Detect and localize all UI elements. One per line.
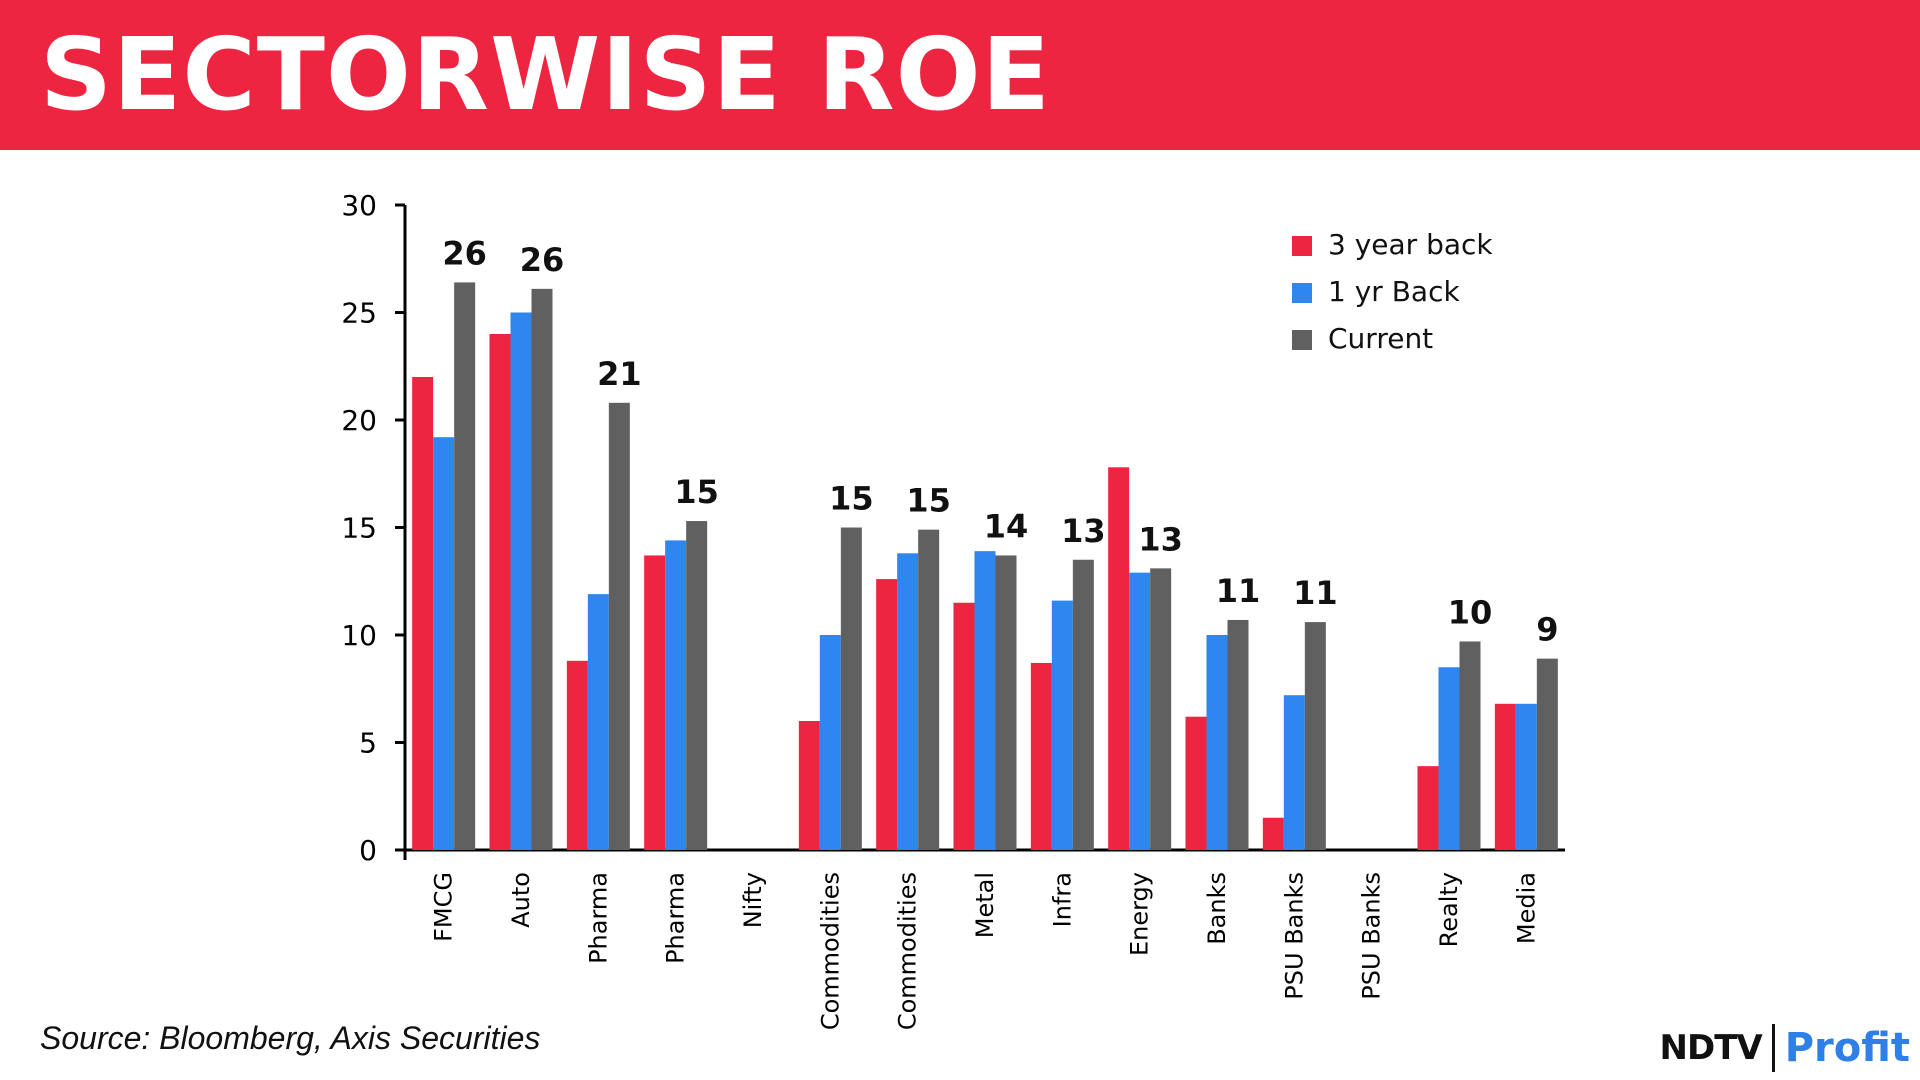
bar-current (1072, 559, 1094, 850)
legend-swatch (1292, 236, 1312, 256)
data-label: 15 (906, 482, 951, 520)
bar-current (686, 521, 708, 850)
data-label: 15 (829, 480, 874, 518)
data-label: 11 (1293, 574, 1338, 612)
data-label: 26 (520, 241, 565, 279)
bar-3-year-back (1185, 716, 1207, 850)
bar-1-yr-back (587, 594, 609, 850)
y-tick-label: 15 (341, 512, 377, 545)
legend-label: Current (1328, 322, 1433, 355)
page-title: SECTORWISE ROE (40, 16, 1051, 133)
bar-current (608, 402, 630, 850)
bar-1-yr-back (433, 437, 455, 850)
bar-3-year-back (953, 602, 975, 850)
y-tick-label: 0 (359, 834, 377, 867)
header-bar: SECTORWISE ROE (0, 0, 1920, 150)
x-tick-label: Media (1512, 872, 1540, 944)
bar-1-yr-back (819, 635, 841, 850)
y-tick-label: 30 (341, 189, 377, 222)
bar-current (918, 529, 940, 850)
bar-3-year-back (876, 579, 898, 850)
y-tick-label: 5 (359, 727, 377, 760)
data-label: 26 (442, 234, 487, 272)
x-tick-label: Nifty (739, 872, 767, 928)
x-tick-label: FMCG (430, 872, 458, 942)
bar-3-year-back (412, 377, 434, 850)
x-tick-label: Metal (971, 872, 999, 938)
bar-3-year-back (1262, 817, 1284, 850)
x-tick-label: Infra (1048, 872, 1076, 927)
x-tick-label: PSU Banks (1358, 872, 1386, 1000)
bar-current (1227, 619, 1249, 850)
y-tick-label: 20 (341, 404, 377, 437)
legend-label: 1 yr Back (1328, 275, 1460, 308)
bar-current (1536, 658, 1558, 850)
bar-current (454, 282, 476, 850)
bar-1-yr-back (510, 312, 532, 850)
brand-logo: NDTV Profit (1660, 1018, 1910, 1078)
bar-current (1459, 641, 1481, 850)
bar-1-yr-back (1051, 600, 1073, 850)
bar-1-yr-back (1283, 695, 1305, 850)
brand-profit: Profit (1784, 1025, 1910, 1071)
data-label: 9 (1536, 611, 1558, 649)
bar-1-yr-back (974, 551, 996, 850)
x-tick-label: Banks (1203, 872, 1231, 945)
bar-3-year-back (1108, 467, 1130, 850)
legend-swatch (1292, 283, 1312, 303)
data-label: 10 (1448, 593, 1493, 631)
bar-current (531, 288, 553, 851)
bar-current (1150, 568, 1172, 850)
data-label: 21 (597, 355, 642, 393)
bar-1-yr-back (1206, 635, 1228, 850)
legend-swatch (1292, 330, 1312, 350)
y-tick-label: 25 (341, 297, 377, 330)
bar-1-yr-back (1129, 572, 1151, 850)
bar-1-yr-back (897, 553, 919, 850)
data-label: 13 (1061, 512, 1106, 550)
x-tick-label: Realty (1435, 872, 1463, 947)
bar-3-year-back (566, 660, 588, 850)
bar-3-year-back (1494, 703, 1516, 850)
bar-current (840, 527, 862, 850)
bar-1-yr-back (1438, 667, 1460, 850)
x-tick-label: Pharma (662, 872, 690, 964)
x-tick-label: Pharma (584, 872, 612, 964)
x-tick-label: Auto (507, 872, 535, 928)
bar-3-year-back (1030, 662, 1052, 850)
bar-3-year-back (489, 334, 511, 850)
bar-1-yr-back (1515, 703, 1537, 850)
x-tick-label: Commodities (816, 872, 844, 1030)
bar-current (1304, 622, 1326, 850)
data-label: 11 (1216, 572, 1261, 610)
legend-label: 3 year back (1328, 228, 1493, 261)
bar-3-year-back (798, 721, 820, 850)
x-tick-label: PSU Banks (1280, 872, 1308, 1000)
bar-3-year-back (1417, 766, 1439, 850)
data-label: 14 (984, 507, 1029, 545)
bar-1-yr-back (665, 540, 687, 850)
bar-3-year-back (644, 555, 666, 850)
y-tick-label: 10 (341, 619, 377, 652)
x-tick-label: Energy (1126, 872, 1154, 956)
bar-current (995, 555, 1017, 850)
data-label: 15 (674, 473, 719, 511)
data-label: 13 (1138, 520, 1183, 558)
source-note: Source: Bloomberg, Axis Securities (40, 1020, 541, 1056)
brand-ndtv: NDTV (1659, 1028, 1763, 1068)
x-tick-label: Commodities (894, 872, 922, 1030)
brand-separator (1771, 1024, 1775, 1072)
